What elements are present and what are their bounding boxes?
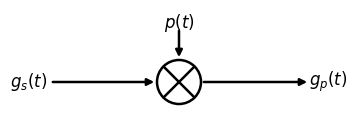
- Text: $g_s(t)$: $g_s(t)$: [10, 71, 47, 93]
- Text: $g_p(t)$: $g_p(t)$: [309, 70, 348, 94]
- Text: $p(t)$: $p(t)$: [164, 12, 194, 34]
